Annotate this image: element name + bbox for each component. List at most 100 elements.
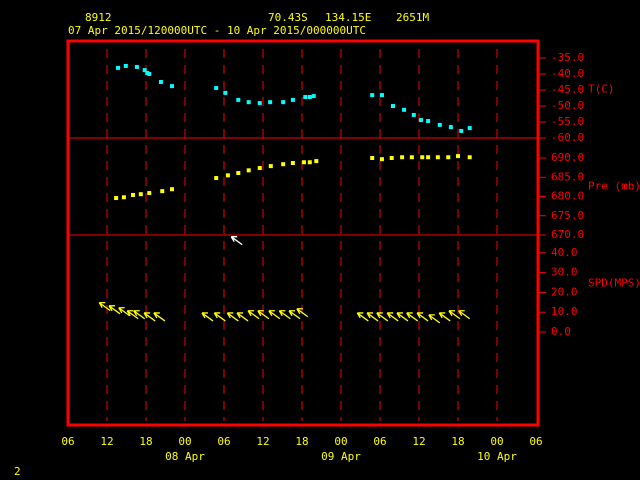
wind-arrow [428, 314, 441, 324]
data-point [400, 155, 405, 160]
y-tick-label: 680.0 [551, 190, 584, 203]
wind-arrow [230, 236, 243, 246]
x-tick-label: 18 [139, 435, 152, 448]
x-tick-label: 12 [100, 435, 113, 448]
y-tick-label: 40.0 [551, 246, 578, 259]
frame [66, 39, 540, 427]
data-point [301, 160, 306, 165]
wind-arrow [268, 310, 281, 320]
data-point [158, 79, 163, 84]
wind-arrow [416, 312, 429, 322]
data-point [147, 71, 152, 76]
y-tick-label: 670.0 [551, 228, 584, 241]
longitude: 134.15E [325, 11, 371, 24]
x-tick-label: 18 [451, 435, 464, 448]
wind-arrow [143, 312, 156, 322]
wind-arrow [236, 312, 249, 322]
y-tick-label: -45.0 [551, 83, 584, 96]
data-point [311, 94, 316, 99]
data-point [435, 155, 440, 160]
y-tick-label: 20.0 [551, 285, 578, 298]
data-point [246, 168, 251, 173]
y-tick-label: 30.0 [551, 266, 578, 279]
data-point [114, 196, 119, 201]
data-point [379, 157, 384, 162]
data-point [170, 187, 174, 192]
data-point [459, 128, 464, 133]
wind-arrow [278, 310, 291, 320]
data-point [236, 171, 241, 176]
page-number: 2 [14, 465, 21, 478]
data-point [448, 125, 453, 130]
data-point [409, 155, 414, 160]
x-tick-label: 06 [529, 435, 542, 448]
wind-arrow [226, 312, 239, 322]
wind-arrow [396, 312, 409, 322]
data-point [314, 159, 319, 164]
data-point [467, 126, 472, 131]
data-point [389, 156, 394, 161]
x-tick-label: 12 [412, 435, 425, 448]
day-label: 10 Apr [477, 450, 517, 463]
wind-arrow [458, 310, 471, 320]
wind-arrow [108, 305, 121, 315]
y-tick-label: -55.0 [551, 115, 584, 128]
data-point [402, 107, 407, 112]
wind-arrow [376, 312, 389, 322]
data-point [411, 112, 416, 117]
y-tick-label: 10.0 [551, 305, 578, 318]
wind-arrow [406, 312, 419, 322]
x-tick-label: 00 [334, 435, 347, 448]
data-point [290, 97, 295, 102]
data-point [290, 161, 295, 166]
y-axis-label: SPD(MPS) [588, 277, 640, 290]
y-tick-label: 0.0 [551, 325, 571, 338]
x-tick-label: 06 [61, 435, 74, 448]
data-point [236, 97, 241, 102]
x-tick-label: 00 [490, 435, 503, 448]
x-tick-label: 06 [373, 435, 386, 448]
y-axis-label: T(C) [588, 83, 615, 96]
data-point [160, 189, 165, 194]
wind-arrow [288, 310, 301, 320]
x-tick-label: 12 [256, 435, 269, 448]
data-point [131, 192, 135, 197]
data-point [116, 65, 121, 70]
y-tick-label: 675.0 [551, 209, 584, 222]
data-point [170, 84, 174, 89]
data-point [281, 100, 286, 105]
wind-arrow [247, 310, 260, 320]
wind-arrow [386, 312, 399, 322]
data-point [456, 154, 460, 159]
x-tick-label: 06 [217, 435, 230, 448]
data-point [307, 160, 312, 165]
data-point [418, 118, 423, 123]
data-point [391, 103, 395, 108]
data-point [123, 63, 128, 68]
data-point [426, 119, 431, 124]
wind-arrow [213, 312, 226, 322]
data-point [420, 155, 425, 160]
y-tick-label: -50.0 [551, 99, 584, 112]
data-point [379, 93, 384, 98]
wind-arrow [448, 310, 461, 320]
y-axis-label: Pre (mb) [588, 180, 640, 193]
data-point [257, 166, 262, 171]
y-tick-label: -60.0 [551, 131, 584, 144]
wind-arrow [98, 301, 111, 312]
data-point [142, 68, 147, 73]
data-point [225, 173, 230, 178]
wind-arrow [133, 310, 146, 320]
x-tick-label: 00 [178, 435, 191, 448]
y-tick-label: -35.0 [551, 51, 584, 64]
data-point [268, 100, 273, 105]
data-point [121, 195, 126, 200]
data-point [370, 156, 375, 161]
data-point [307, 95, 312, 100]
day-label: 09 Apr [321, 450, 361, 463]
data-point [134, 64, 139, 69]
wind-arrow [257, 310, 270, 320]
wind-arrow [153, 312, 166, 322]
